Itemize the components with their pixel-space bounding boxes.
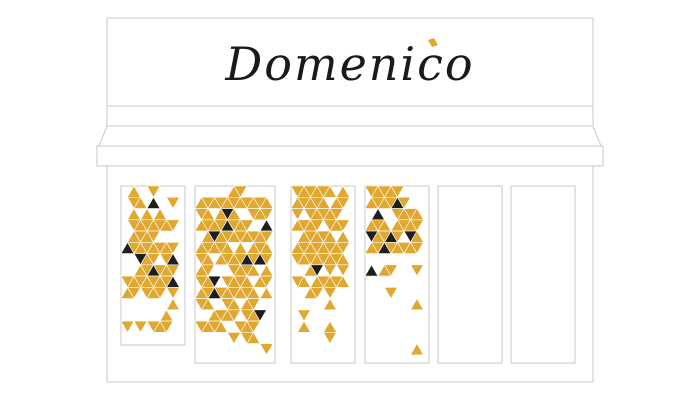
mosaic-tile	[165, 287, 181, 300]
mosaic-tile	[383, 287, 399, 300]
mosaic-tile	[133, 196, 148, 209]
mosaic-tile	[335, 219, 351, 232]
mosaic-tile	[409, 219, 425, 232]
mosaic-tile	[259, 253, 274, 266]
mosaic-tile	[409, 241, 425, 255]
sign-board	[106, 17, 594, 107]
mosaic-tile	[246, 298, 261, 311]
mosaic-tile	[335, 196, 351, 210]
mosaic-tile	[133, 320, 148, 333]
window-panel-6	[510, 185, 576, 364]
mosaic-tile	[335, 275, 351, 288]
mosaic-tile	[259, 208, 274, 221]
mosaic-tile	[246, 320, 261, 333]
mosaic-tile	[226, 309, 242, 322]
mosaic-tile	[309, 287, 325, 300]
mosaic-tile	[296, 320, 312, 333]
mosaic-tile	[165, 241, 181, 255]
mosaic-tile	[322, 332, 338, 345]
mosaic-tile	[296, 275, 312, 288]
mosaic-tile	[259, 275, 274, 288]
awning-base	[96, 145, 604, 167]
mosaic-tile	[120, 320, 135, 333]
mosaic-tile	[152, 287, 168, 300]
mosaic-tile	[146, 230, 161, 243]
mosaic-tile	[165, 264, 181, 277]
mosaic-tile	[213, 320, 229, 333]
logo-text: Domenico	[224, 37, 474, 91]
mosaic-tile	[259, 343, 274, 356]
mosaic-tile	[296, 309, 312, 322]
logo: Domenico	[224, 37, 474, 91]
mosaic-tile	[309, 219, 325, 232]
mosaic-tile	[383, 264, 399, 277]
mosaic-tile	[165, 297, 181, 311]
mosaic-tile	[126, 287, 142, 300]
mosaic-tile	[396, 196, 412, 210]
mosaic-tile	[226, 332, 242, 345]
mosaic-tile	[335, 264, 351, 277]
mosaic-tile	[239, 219, 255, 232]
window-panel-5	[437, 185, 503, 364]
mosaic-tile	[146, 196, 161, 209]
mosaic-tile	[252, 309, 268, 322]
logo-accent-mark	[428, 38, 438, 47]
mosaic-tile	[409, 297, 425, 311]
awning-top	[98, 125, 602, 147]
cornice-band	[106, 105, 594, 127]
mosaic-tile	[364, 264, 379, 277]
mosaic-tile	[200, 264, 216, 277]
mosaic-tile	[246, 331, 261, 344]
mosaic-tile	[207, 275, 222, 288]
mosaic-tile	[290, 208, 305, 221]
triangle-mosaic	[120, 185, 425, 356]
mosaic-tile	[200, 297, 216, 311]
mosaic-tile	[322, 297, 338, 311]
mosaic-tile	[146, 185, 161, 198]
mosaic-tile	[322, 264, 338, 277]
mosaic-tile	[309, 264, 325, 277]
mosaic-tile	[259, 286, 274, 299]
mosaic-tile	[246, 264, 261, 277]
mosaic-tile	[146, 253, 161, 266]
mosaic-tile	[390, 230, 405, 243]
mosaic-tile	[322, 185, 338, 198]
mosaic-tile	[409, 343, 425, 356]
mosaic-tile	[390, 185, 405, 198]
mosaic-tile	[409, 264, 425, 277]
mosaic-tile	[259, 230, 274, 243]
mosaic-tile	[159, 320, 174, 333]
mosaic-tile	[165, 196, 181, 210]
mosaic-tile	[335, 241, 351, 255]
mosaic-tile	[329, 208, 344, 221]
mosaic-tile	[165, 219, 181, 232]
mosaic-tile	[322, 287, 338, 300]
mosaic-tile	[233, 185, 248, 198]
